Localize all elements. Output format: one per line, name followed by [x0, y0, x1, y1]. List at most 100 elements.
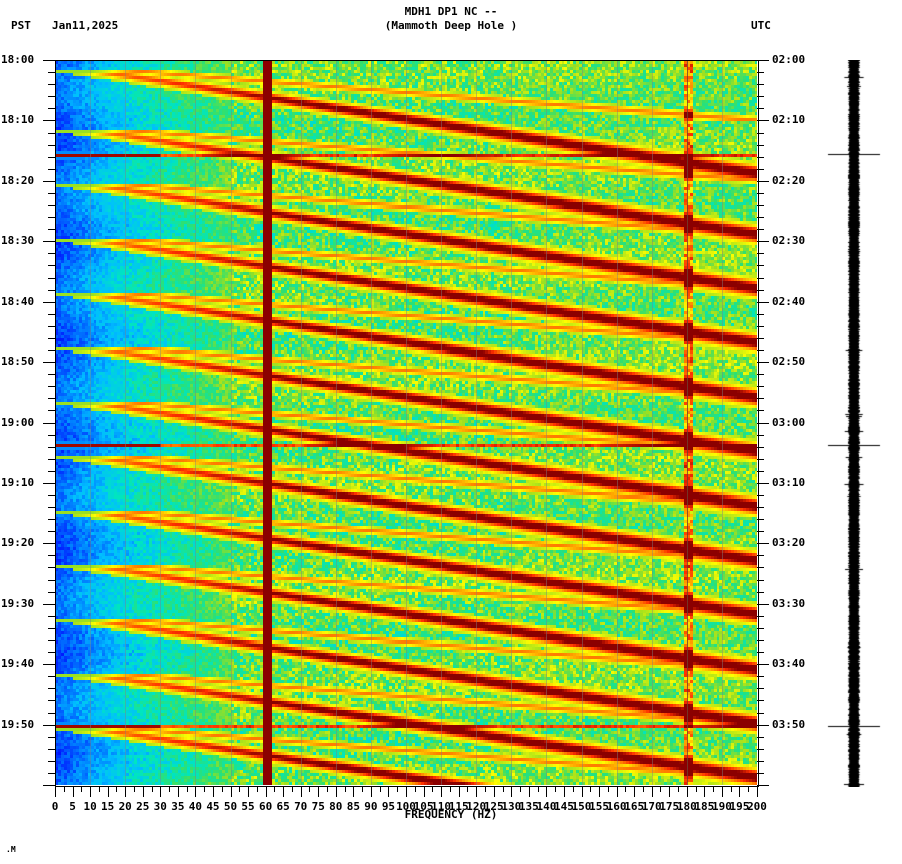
- tick-minor: [48, 157, 55, 158]
- left-timezone-label: PST: [11, 19, 31, 32]
- frequency-label: 95: [381, 800, 396, 813]
- tick-minor: [48, 700, 55, 701]
- xtick-major: [90, 786, 91, 797]
- tick-minor: [757, 205, 764, 206]
- tick-minor: [48, 616, 55, 617]
- plot-title: MDH1 DP1 NC --: [404, 5, 498, 18]
- tick-minor: [48, 749, 55, 750]
- tick-minor: [757, 253, 764, 254]
- spectrogram-plot[interactable]: [55, 60, 757, 785]
- right-timezone-label: UTC: [751, 19, 771, 32]
- amplitude-trace-canvas: [820, 60, 890, 787]
- tick-minor: [48, 145, 55, 146]
- tick-minor: [48, 676, 55, 677]
- frequency-label: 15: [101, 800, 115, 813]
- xtick-minor: [415, 786, 416, 792]
- tick-major: [43, 241, 55, 242]
- tick-minor: [757, 108, 764, 109]
- tick-minor: [757, 749, 764, 750]
- tick-minor: [48, 531, 55, 532]
- xtick-major: [231, 786, 232, 797]
- tick-minor: [757, 157, 764, 158]
- tick-major: [757, 423, 769, 424]
- frequency-axis-title: FREQUENCY (HZ): [404, 808, 498, 821]
- xtick-major: [388, 786, 389, 797]
- frequency-label: 40: [188, 800, 203, 813]
- date-label: Jan11,2025: [52, 19, 119, 32]
- xtick-minor: [169, 786, 170, 792]
- xtick-minor: [485, 786, 486, 792]
- frequency-label: 105: [413, 800, 434, 813]
- tick-minor: [48, 217, 55, 218]
- xtick-major: [687, 786, 688, 797]
- xtick-major: [143, 786, 144, 797]
- time-label-pst: 18:30: [1, 234, 35, 248]
- xtick-minor: [99, 786, 100, 792]
- tick-minor: [48, 314, 55, 315]
- time-label-utc: 02:30: [772, 234, 806, 248]
- tick-minor: [48, 350, 55, 351]
- tick-minor: [757, 193, 764, 194]
- tick-minor: [757, 350, 764, 351]
- tick-minor: [757, 435, 764, 436]
- amplitude-trace: [820, 60, 890, 787]
- frequency-label: 70: [294, 800, 308, 813]
- frequency-label: 45: [206, 800, 220, 813]
- tick-minor: [757, 507, 764, 508]
- xtick-minor: [152, 786, 153, 792]
- time-label-utc: 03:30: [772, 596, 806, 610]
- tick-minor: [757, 580, 764, 581]
- tick-major: [43, 664, 55, 665]
- frequency-label: 0: [51, 800, 59, 813]
- tick-minor: [757, 676, 764, 677]
- xtick-major: [669, 786, 670, 797]
- xtick-minor: [450, 786, 451, 792]
- tick-major: [757, 362, 769, 363]
- tick-minor: [48, 205, 55, 206]
- xtick-major: [213, 786, 214, 797]
- frequency-axis: 0 5 10 15 20 25 30 35 40 45 50 55 60 65 70 75 80 85 90 95 10…: [51, 786, 767, 826]
- tick-minor: [48, 507, 55, 508]
- corner-mark: .M: [6, 845, 16, 854]
- tick-minor: [757, 326, 764, 327]
- xtick-minor: [134, 786, 135, 792]
- tick-minor: [48, 96, 55, 97]
- tick-major: [757, 664, 769, 665]
- tick-minor: [757, 72, 764, 73]
- tick-minor: [48, 688, 55, 689]
- tick-minor: [48, 84, 55, 85]
- xtick-major: [55, 786, 56, 797]
- tick-major: [757, 543, 769, 544]
- frequency-label: 100: [396, 800, 416, 813]
- xtick-minor: [678, 786, 679, 792]
- xtick-minor: [555, 786, 556, 792]
- tick-minor: [757, 700, 764, 701]
- frequency-label: 20: [118, 800, 132, 813]
- tick-minor: [757, 229, 764, 230]
- tick-minor: [757, 145, 764, 146]
- xtick-major: [494, 786, 495, 797]
- tick-minor: [757, 265, 764, 266]
- tick-minor: [757, 628, 764, 629]
- tick-minor: [757, 133, 764, 134]
- tick-minor: [48, 459, 55, 460]
- tick-minor: [757, 555, 764, 556]
- tick-minor: [48, 253, 55, 254]
- xtick-minor: [204, 786, 205, 792]
- tick-minor: [48, 410, 55, 411]
- xtick-major: [757, 786, 758, 797]
- xtick-major: [704, 786, 705, 797]
- tick-minor: [48, 169, 55, 170]
- time-label-pst: 19:30: [1, 596, 35, 610]
- xtick-minor: [538, 786, 539, 792]
- frequency-label: 195: [729, 800, 750, 813]
- tick-minor: [48, 773, 55, 774]
- xtick-major: [546, 786, 547, 797]
- xtick-minor: [696, 786, 697, 792]
- xtick-major: [301, 786, 302, 797]
- frequency-label: 65: [276, 800, 290, 813]
- tick-major: [757, 120, 769, 121]
- xtick-major: [441, 786, 442, 797]
- xtick-minor: [748, 786, 749, 792]
- tick-minor: [48, 447, 55, 448]
